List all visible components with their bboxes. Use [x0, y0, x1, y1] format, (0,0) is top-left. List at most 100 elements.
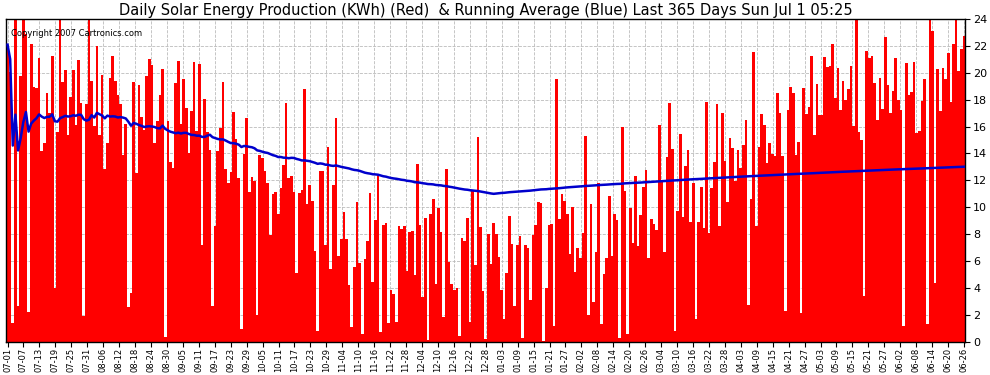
Bar	[106, 142, 109, 342]
Bar	[721, 113, 724, 342]
Bar	[884, 37, 886, 342]
Bar	[164, 337, 166, 342]
Bar	[411, 231, 414, 342]
Bar	[832, 44, 834, 342]
Bar	[947, 53, 949, 342]
Bar	[643, 188, 644, 342]
Bar	[440, 232, 443, 342]
Bar	[650, 219, 652, 342]
Bar	[127, 307, 130, 342]
Bar	[422, 297, 424, 342]
Bar	[419, 225, 422, 342]
Bar	[818, 115, 821, 342]
Bar	[740, 168, 742, 342]
Bar	[382, 225, 384, 342]
Bar	[343, 211, 346, 342]
Bar	[837, 68, 840, 342]
Bar	[605, 258, 608, 342]
Bar	[744, 120, 747, 342]
Bar	[287, 178, 290, 342]
Bar	[12, 323, 14, 342]
Bar	[797, 142, 800, 342]
Bar	[719, 226, 721, 342]
Bar	[314, 251, 316, 342]
Bar	[655, 230, 658, 342]
Bar	[96, 46, 98, 342]
Bar	[547, 225, 550, 342]
Bar	[579, 258, 582, 342]
Bar	[332, 185, 335, 342]
Bar	[490, 264, 492, 342]
Bar	[130, 293, 133, 342]
Bar	[727, 202, 729, 342]
Bar	[395, 322, 398, 342]
Bar	[844, 100, 847, 342]
Bar	[757, 147, 760, 342]
Bar	[735, 181, 737, 342]
Bar	[201, 245, 203, 342]
Bar	[460, 238, 463, 342]
Bar	[138, 85, 141, 342]
Bar	[471, 191, 474, 342]
Bar	[684, 166, 687, 342]
Bar	[878, 78, 881, 342]
Bar	[929, 19, 932, 342]
Bar	[6, 45, 9, 342]
Bar	[527, 249, 529, 342]
Bar	[514, 306, 516, 342]
Bar	[330, 269, 332, 342]
Bar	[934, 284, 937, 342]
Bar	[33, 87, 35, 342]
Bar	[821, 114, 824, 342]
Bar	[529, 300, 532, 342]
Bar	[66, 135, 69, 342]
Bar	[82, 316, 85, 342]
Bar	[432, 199, 435, 342]
Bar	[632, 243, 635, 342]
Bar	[957, 71, 960, 342]
Bar	[222, 82, 225, 342]
Bar	[230, 172, 233, 342]
Bar	[64, 70, 66, 342]
Bar	[269, 235, 271, 342]
Bar	[43, 143, 46, 342]
Bar	[576, 248, 579, 342]
Bar	[500, 290, 503, 342]
Bar	[666, 157, 668, 342]
Bar	[755, 226, 757, 342]
Bar	[752, 52, 755, 342]
Bar	[301, 190, 303, 342]
Bar	[248, 192, 250, 342]
Bar	[495, 234, 498, 342]
Bar	[374, 220, 377, 342]
Bar	[697, 222, 700, 342]
Bar	[847, 89, 849, 342]
Bar	[430, 214, 432, 342]
Bar	[193, 62, 195, 342]
Bar	[408, 232, 411, 342]
Bar	[390, 290, 392, 342]
Bar	[241, 329, 243, 342]
Bar	[387, 323, 390, 342]
Bar	[185, 108, 187, 342]
Bar	[537, 202, 540, 342]
Bar	[443, 317, 446, 342]
Bar	[290, 176, 293, 342]
Bar	[498, 257, 500, 342]
Bar	[466, 218, 468, 342]
Bar	[453, 290, 455, 342]
Bar	[219, 128, 222, 342]
Bar	[358, 263, 361, 342]
Bar	[214, 226, 217, 342]
Bar	[253, 182, 255, 342]
Bar	[58, 19, 61, 342]
Bar	[805, 114, 808, 342]
Bar	[619, 339, 621, 342]
Bar	[316, 332, 319, 342]
Bar	[803, 88, 805, 342]
Bar	[14, 19, 17, 342]
Bar	[479, 227, 482, 342]
Bar	[595, 252, 597, 342]
Bar	[765, 162, 768, 342]
Bar	[695, 319, 697, 342]
